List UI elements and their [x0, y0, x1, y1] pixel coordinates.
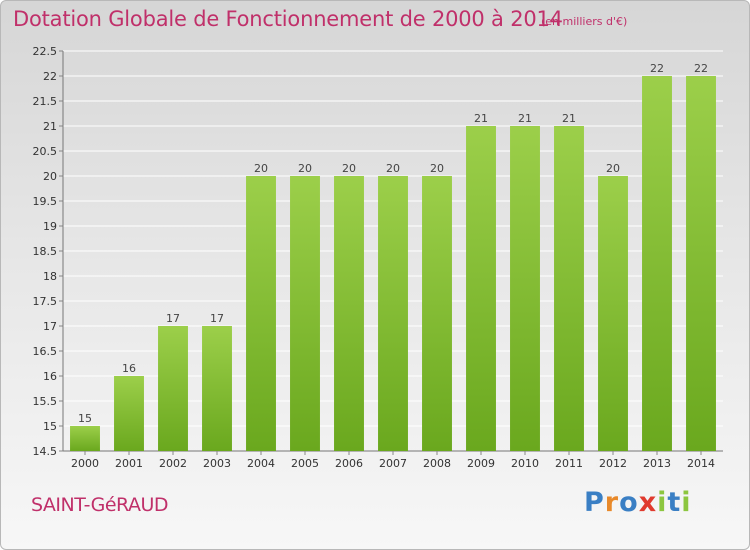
y-tick-label: 17.5: [33, 295, 58, 308]
x-tick-label: 2009: [467, 457, 495, 470]
commune-name: SAINT-GéRAUD: [31, 494, 169, 516]
x-tick-label: 2012: [599, 457, 627, 470]
y-tick-label: 20: [43, 170, 57, 183]
x-tick-label: 2008: [423, 457, 451, 470]
x-tick-label: 2000: [71, 457, 99, 470]
y-tick-label: 18.5: [33, 245, 58, 258]
x-tick-label: 2005: [291, 457, 319, 470]
bar-2014: [686, 76, 716, 451]
x-tick-label: 2002: [159, 457, 187, 470]
bar-2002: [158, 326, 188, 451]
logo-letter: t: [667, 487, 682, 518]
bar-2013: [642, 76, 672, 451]
bar-2008: [422, 176, 452, 451]
x-tick-label: 2010: [511, 457, 539, 470]
x-tick-label: 2003: [203, 457, 231, 470]
bar-value-label: 21: [562, 112, 576, 125]
chart-title: Dotation Globale de Fonctionnement de 20…: [13, 7, 563, 31]
x-tick-label: 2011: [555, 457, 583, 470]
proxiti-logo: Proxiti: [584, 487, 692, 518]
y-tick-label: 20.5: [33, 145, 58, 158]
bar-value-label: 20: [342, 162, 356, 175]
bar-value-label: 22: [694, 62, 708, 75]
bar-value-label: 21: [474, 112, 488, 125]
bar-2007: [378, 176, 408, 451]
bar-2012: [598, 176, 628, 451]
y-tick-label: 22: [43, 70, 57, 83]
x-tick-label: 2001: [115, 457, 143, 470]
bar-value-label: 20: [606, 162, 620, 175]
bar-2010: [510, 126, 540, 451]
bar-value-label: 21: [518, 112, 532, 125]
y-tick-label: 21: [43, 120, 57, 133]
bar-2009: [466, 126, 496, 451]
logo-letter: o: [619, 487, 639, 518]
bar-value-label: 20: [430, 162, 444, 175]
y-tick-label: 16: [43, 370, 57, 383]
x-tick-label: 2007: [379, 457, 407, 470]
logo-letter: i: [681, 487, 692, 518]
bar-2001: [114, 376, 144, 451]
y-tick-label: 19: [43, 220, 57, 233]
logo-letter: i: [657, 487, 668, 518]
logo-letter: P: [584, 487, 605, 518]
bar-value-label: 17: [166, 312, 180, 325]
x-tick-label: 2004: [247, 457, 275, 470]
bar-2006: [334, 176, 364, 451]
bar-value-label: 17: [210, 312, 224, 325]
bar-value-label: 16: [122, 362, 136, 375]
logo-letter: r: [604, 487, 620, 518]
bar-value-label: 20: [254, 162, 268, 175]
chart-subtitle: (en milliers d'€): [541, 15, 628, 28]
y-tick-label: 17: [43, 320, 57, 333]
y-tick-label: 21.5: [33, 95, 58, 108]
bar-2004: [246, 176, 276, 451]
bar-2000: [70, 426, 100, 451]
logo-letter: x: [638, 487, 658, 518]
bar-2011: [554, 126, 584, 451]
bar-value-label: 22: [650, 62, 664, 75]
y-tick-label: 16.5: [33, 345, 58, 358]
y-tick-label: 14.5: [33, 445, 58, 458]
bar-value-label: 20: [298, 162, 312, 175]
x-tick-label: 2014: [687, 457, 715, 470]
y-tick-label: 22.5: [33, 45, 58, 58]
bar-2005: [290, 176, 320, 451]
bar-2003: [202, 326, 232, 451]
y-tick-label: 15.5: [33, 395, 58, 408]
bar-value-label: 15: [78, 412, 92, 425]
y-tick-label: 15: [43, 420, 57, 433]
bar-value-label: 20: [386, 162, 400, 175]
y-tick-label: 19.5: [33, 195, 58, 208]
x-tick-label: 2013: [643, 457, 671, 470]
x-tick-label: 2006: [335, 457, 363, 470]
y-tick-label: 18: [43, 270, 57, 283]
